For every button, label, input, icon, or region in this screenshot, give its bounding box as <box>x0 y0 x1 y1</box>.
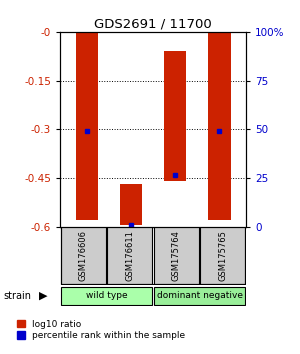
Text: wild type: wild type <box>86 291 127 301</box>
Legend: log10 ratio, percentile rank within the sample: log10 ratio, percentile rank within the … <box>16 320 185 340</box>
Text: dominant negative: dominant negative <box>157 291 242 301</box>
Bar <box>164 51 186 181</box>
Bar <box>120 184 142 225</box>
Bar <box>154 227 199 284</box>
Bar <box>208 32 230 220</box>
Text: GSM176606: GSM176606 <box>79 230 88 281</box>
Text: GSM175765: GSM175765 <box>218 230 227 281</box>
Bar <box>61 227 106 284</box>
Bar <box>107 227 152 284</box>
Bar <box>76 32 98 220</box>
Text: ▶: ▶ <box>39 291 47 301</box>
Text: strain: strain <box>3 291 31 301</box>
Bar <box>200 227 245 284</box>
Bar <box>61 287 152 305</box>
Title: GDS2691 / 11700: GDS2691 / 11700 <box>94 18 212 31</box>
Text: GSM176611: GSM176611 <box>125 230 134 281</box>
Text: GSM175764: GSM175764 <box>172 230 181 281</box>
Bar <box>154 287 245 305</box>
